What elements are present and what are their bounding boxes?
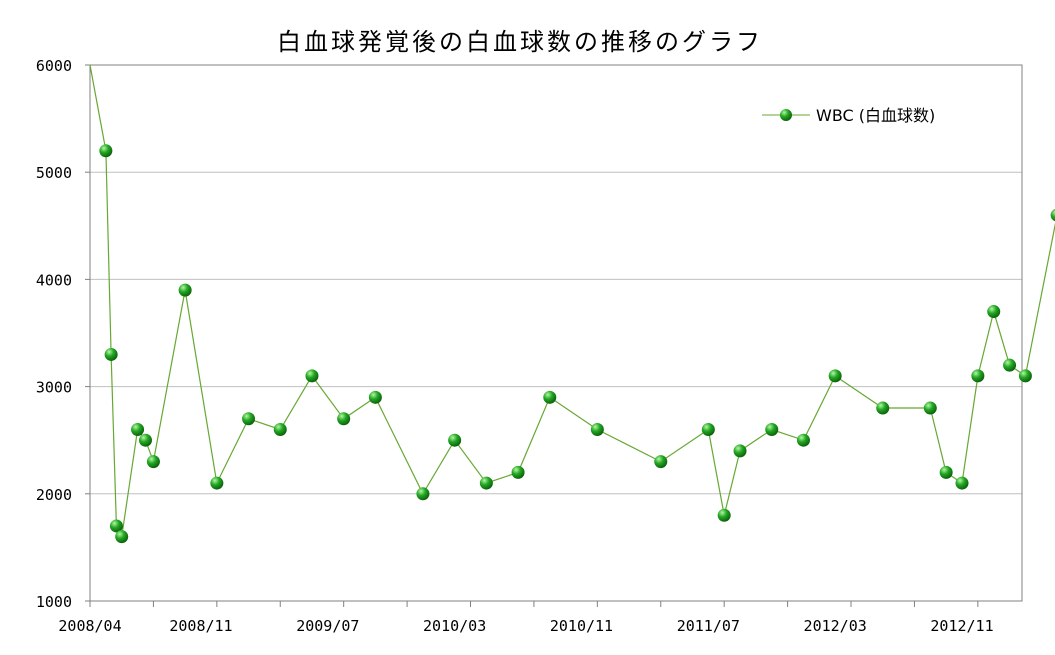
data-point-marker <box>765 422 779 436</box>
y-tick-label: 3000 <box>36 379 72 397</box>
data-point-marker <box>971 369 985 383</box>
data-point-marker <box>955 476 969 490</box>
data-point-marker <box>305 369 319 383</box>
data-point-marker <box>448 433 462 447</box>
data-point-marker <box>131 422 145 436</box>
data-point-marker <box>654 455 668 469</box>
data-point-marker <box>733 444 747 458</box>
legend-marker-icon <box>780 109 792 121</box>
legend: WBC (白血球数) <box>762 106 935 125</box>
data-point-marker <box>104 347 118 361</box>
x-tick-label: 2009/07 <box>296 617 359 635</box>
data-point-marker <box>923 401 937 415</box>
x-tick-label: 2012/11 <box>930 617 993 635</box>
data-point-marker <box>876 401 890 415</box>
data-point-marker <box>701 422 715 436</box>
data-point-marker <box>416 487 430 501</box>
y-tick-label: 6000 <box>36 57 72 75</box>
data-point-marker <box>479 476 493 490</box>
x-tick-label: 2010/11 <box>550 617 613 635</box>
data-point-marker <box>1018 369 1032 383</box>
series-wbc <box>89 64 1055 544</box>
grid-lines <box>90 64 1022 602</box>
y-tick-label: 4000 <box>36 271 72 289</box>
x-tick-label: 2012/03 <box>804 617 867 635</box>
y-tick-label: 1000 <box>36 593 72 611</box>
data-point-marker <box>543 390 557 404</box>
data-point-marker <box>99 144 113 158</box>
data-point-marker <box>511 465 525 479</box>
data-point-marker <box>717 508 731 522</box>
plot-area-border <box>89 64 1023 602</box>
data-point-marker <box>115 530 129 544</box>
data-point-marker <box>337 412 351 426</box>
data-point-marker <box>987 305 1001 319</box>
data-point-marker <box>210 476 224 490</box>
data-point-marker <box>590 422 604 436</box>
y-axis: 1000 2000 3000 4000 5000 6000 <box>36 57 90 611</box>
data-point-marker <box>828 369 842 383</box>
series-line <box>89 64 1055 539</box>
data-point-marker <box>178 283 192 297</box>
x-tick-label: 2008/04 <box>58 617 121 635</box>
data-point-marker <box>273 422 287 436</box>
data-point-marker <box>146 455 160 469</box>
data-point-marker <box>138 433 152 447</box>
data-point-marker <box>368 390 382 404</box>
data-point-marker <box>242 412 256 426</box>
x-tick-label: 2008/11 <box>169 617 232 635</box>
y-tick-label: 2000 <box>36 486 72 504</box>
data-point-marker <box>1050 208 1055 222</box>
x-tick-label: 2010/03 <box>423 617 486 635</box>
data-point-marker <box>939 465 953 479</box>
data-point-marker <box>109 519 123 533</box>
x-axis: 2008/04 2008/11 2009/07 2010/03 2010/11 2011/… <box>58 601 994 635</box>
data-point-marker <box>796 433 810 447</box>
x-tick-label: 2011/07 <box>677 617 740 635</box>
data-point-marker <box>1003 358 1017 372</box>
legend-label: WBC (白血球数) <box>816 106 935 125</box>
chart-title: 白血球発覚後の白血球数の推移のグラフ <box>277 28 763 56</box>
y-tick-label: 5000 <box>36 164 72 182</box>
